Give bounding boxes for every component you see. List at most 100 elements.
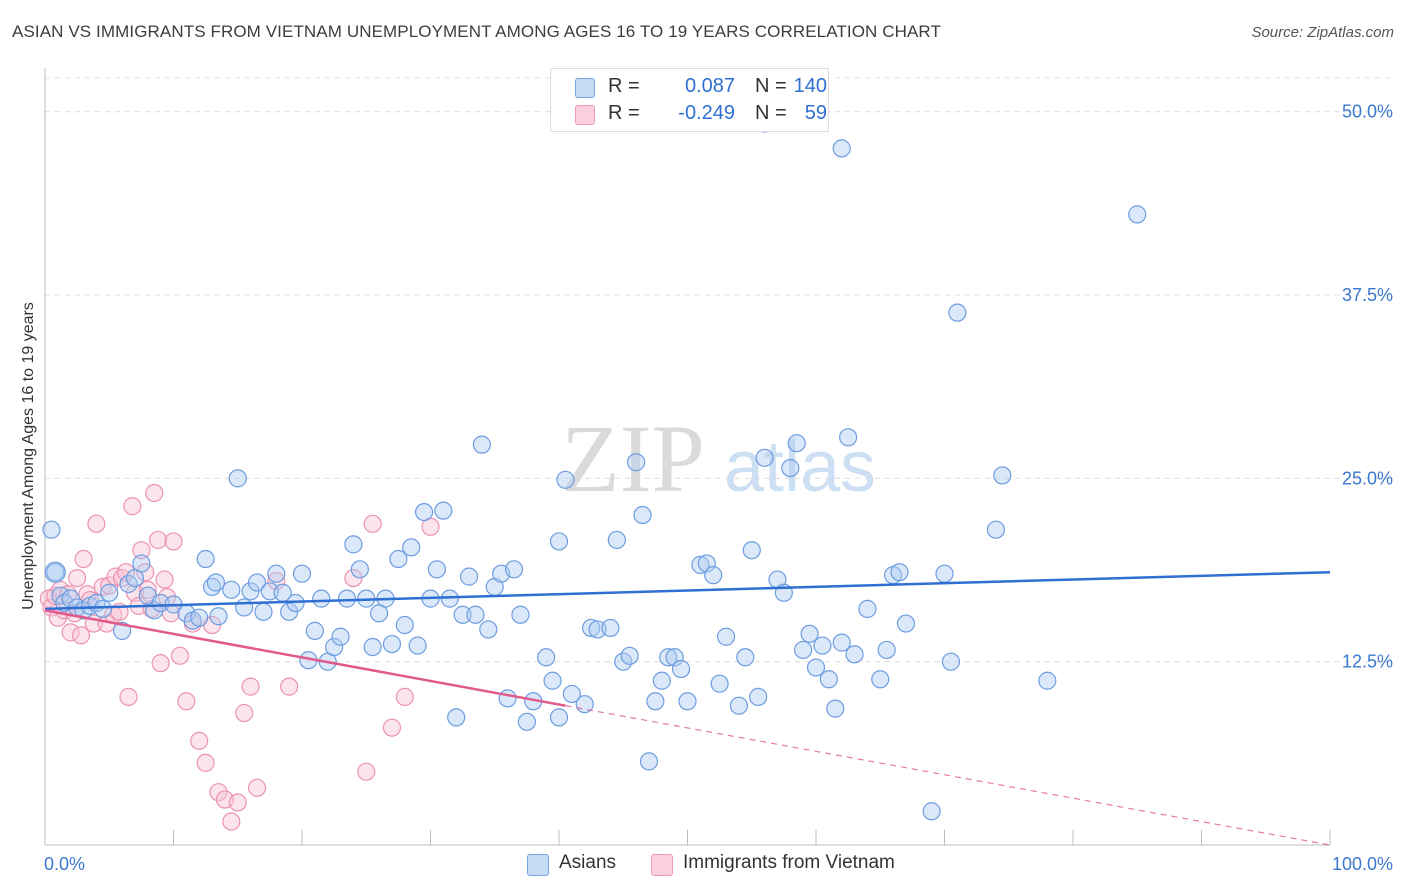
point-asians — [813, 636, 832, 655]
point-vietnam — [228, 793, 247, 812]
point-asians — [247, 573, 267, 592]
point-asians — [941, 652, 961, 671]
point-asians — [292, 564, 312, 583]
y-tick-label: 25.0% — [1342, 468, 1393, 488]
point-asians — [517, 712, 536, 731]
point-vietnam — [87, 514, 106, 533]
point-asians — [671, 659, 691, 679]
point-asians — [806, 658, 826, 677]
point-asians — [511, 605, 530, 624]
point-asians — [537, 648, 556, 667]
point-asians — [479, 620, 498, 639]
point-asians — [414, 502, 434, 522]
point-vietnam — [138, 580, 157, 599]
point-vietnam — [190, 731, 209, 750]
point-vietnam — [363, 514, 382, 533]
point-vietnam — [247, 778, 267, 797]
point-asians — [254, 602, 273, 621]
point-asians — [922, 802, 941, 821]
legend-swatch-vietnam — [651, 854, 673, 876]
point-asians — [267, 564, 286, 583]
point-asians — [755, 448, 774, 467]
point-asians — [395, 615, 414, 635]
point-vietnam — [119, 687, 138, 706]
watermark-zip: ZIP — [561, 405, 705, 512]
chart-title: ASIAN VS IMMIGRANTS FROM VIETNAM UNEMPLO… — [12, 22, 941, 41]
point-asians — [408, 636, 427, 655]
point-vietnam — [382, 718, 402, 737]
point-asians — [447, 708, 466, 727]
point-asians — [845, 645, 864, 664]
correlation-legend: R = 0.087 N = 140 R = -0.249 N = 59 — [550, 68, 829, 132]
point-asians — [44, 561, 66, 583]
source-label: Source: ZipAtlas.com — [1251, 24, 1394, 41]
point-asians — [222, 580, 241, 599]
point-vietnam — [357, 762, 376, 781]
point-asians — [434, 501, 453, 520]
point-asians — [305, 621, 324, 640]
trend-line-vietnam-extension — [565, 705, 1331, 846]
point-asians — [562, 684, 581, 704]
point-asians — [858, 599, 877, 618]
point-asians — [781, 458, 800, 478]
point-vietnam — [151, 654, 170, 673]
point-vietnam — [123, 497, 142, 516]
legend-n-value: 59 — [804, 102, 827, 124]
point-asians — [112, 621, 132, 640]
point-vietnam — [177, 692, 196, 711]
legend-label-vietnam: Immigrants from Vietnam — [683, 852, 895, 873]
point-asians — [556, 470, 575, 489]
point-asians — [890, 563, 909, 582]
point-asians — [704, 566, 723, 585]
point-vietnam — [132, 541, 151, 560]
x-tick-label: 100.0% — [1332, 854, 1393, 874]
point-asians — [402, 538, 421, 557]
point-asians — [935, 564, 954, 583]
point-vietnam — [74, 549, 93, 569]
y-tick-label: 50.0% — [1342, 102, 1393, 122]
point-asians — [312, 589, 331, 608]
point-asians — [742, 541, 761, 560]
point-asians — [697, 554, 716, 573]
legend-r-value: 0.087 — [684, 75, 735, 97]
point-asians — [549, 708, 569, 727]
series-legend: Asians Immigrants from Vietnam — [0, 852, 1406, 878]
point-vietnam — [267, 571, 286, 591]
point-asians — [948, 303, 967, 322]
point-asians — [877, 640, 896, 660]
point-asians — [93, 599, 112, 618]
y-tick-label: 12.5% — [1342, 652, 1393, 672]
tick-labels: 12.5% 25.0% 37.5% 50.0% 0.0% 100.0% — [44, 102, 1393, 874]
legend-swatch-asians — [575, 78, 595, 98]
point-asians — [839, 428, 858, 447]
point-asians — [832, 633, 851, 652]
legend-r-value: -0.249 — [678, 102, 735, 124]
point-vietnam — [235, 703, 254, 723]
trend-line-asians — [44, 570, 1331, 611]
axes — [44, 68, 1331, 846]
point-asians — [331, 627, 350, 646]
point-vietnam — [196, 753, 215, 772]
point-asians — [716, 627, 736, 646]
point-asians — [826, 699, 845, 718]
point-vietnam — [170, 646, 190, 665]
legend-n-value: 140 — [793, 75, 827, 97]
point-asians — [228, 469, 247, 488]
point-asians — [42, 520, 61, 539]
point-asians — [633, 505, 652, 525]
point-vietnam — [164, 532, 183, 551]
trend-line-vietnam — [44, 609, 566, 707]
legend-swatch-asians — [527, 854, 549, 876]
point-asians — [459, 567, 479, 586]
x-tick-label: 0.0% — [44, 854, 85, 874]
point-vietnam — [280, 677, 299, 696]
point-asians — [794, 640, 813, 660]
point-asians — [543, 671, 562, 690]
point-vietnam — [209, 783, 228, 802]
point-asians — [652, 671, 671, 690]
point-asians — [363, 637, 382, 657]
point-asians — [691, 555, 710, 574]
point-asians — [1038, 671, 1057, 690]
point-vietnam — [71, 626, 91, 645]
